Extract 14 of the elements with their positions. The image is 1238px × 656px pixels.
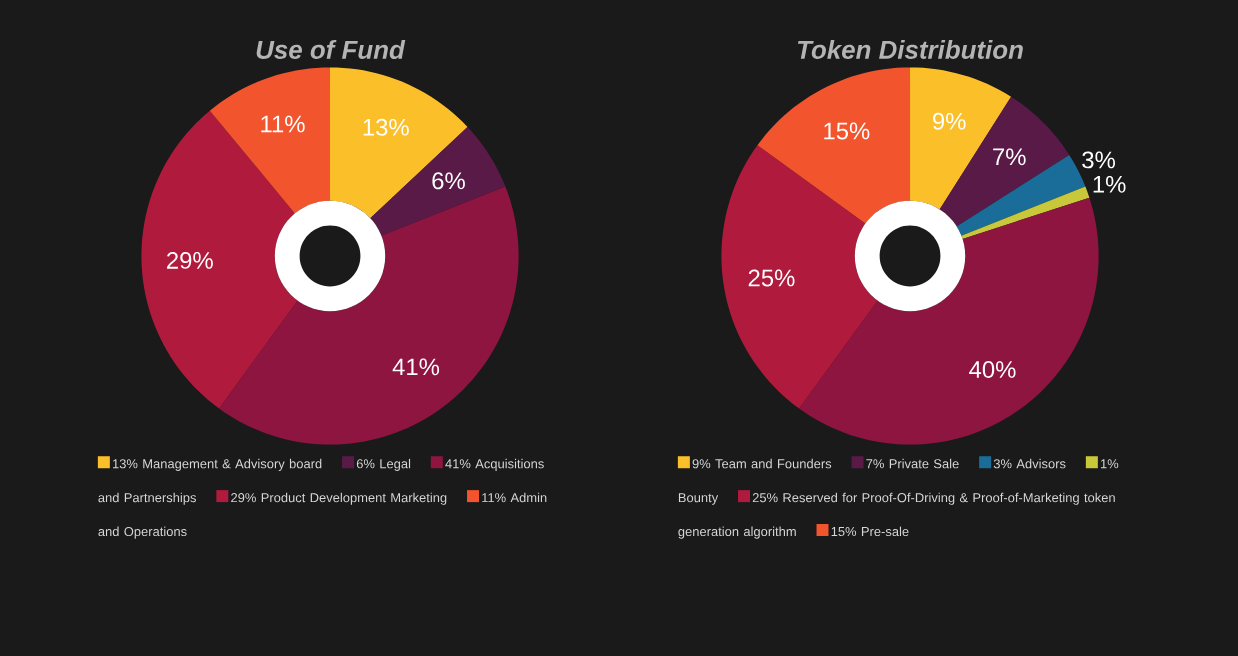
data-label: 1% bbox=[1093, 175, 1126, 193]
data-label: 40% bbox=[969, 361, 1016, 378]
data-label: 9% bbox=[933, 112, 966, 130]
data-label: 29% bbox=[167, 251, 213, 269]
data-label: 6% bbox=[432, 172, 465, 190]
data-label: 11% bbox=[261, 115, 305, 133]
data-label: 7% bbox=[993, 148, 1026, 166]
chart-title: Use of Fund bbox=[256, 39, 406, 59]
data-label: 41% bbox=[392, 358, 440, 376]
data-label: 13% bbox=[363, 118, 409, 136]
data-label: 25% bbox=[748, 269, 795, 287]
data-label: 15% bbox=[824, 122, 870, 140]
chart-title: Token Distribution bbox=[797, 39, 1023, 59]
data-label: 3% bbox=[1082, 151, 1115, 169]
